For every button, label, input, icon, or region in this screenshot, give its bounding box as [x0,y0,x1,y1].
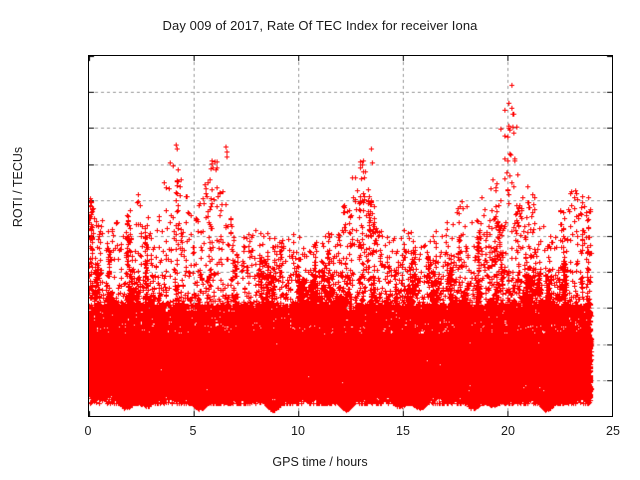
plot-area [88,55,613,417]
x-axis-label: GPS time / hours [272,455,368,469]
x-tick-label: 25 [606,424,620,438]
x-tick-label: 10 [291,424,305,438]
scatter-plot-canvas [89,56,612,416]
y-axis-label: ROTI / TECUs [11,146,25,228]
chart-title: Day 009 of 2017, Rate Of TEC Index for r… [162,18,478,33]
x-tick-label: 5 [189,424,197,438]
x-tick-label: 15 [396,424,410,438]
x-tick-label: 20 [501,424,515,438]
x-tick-label: 0 [84,424,92,438]
